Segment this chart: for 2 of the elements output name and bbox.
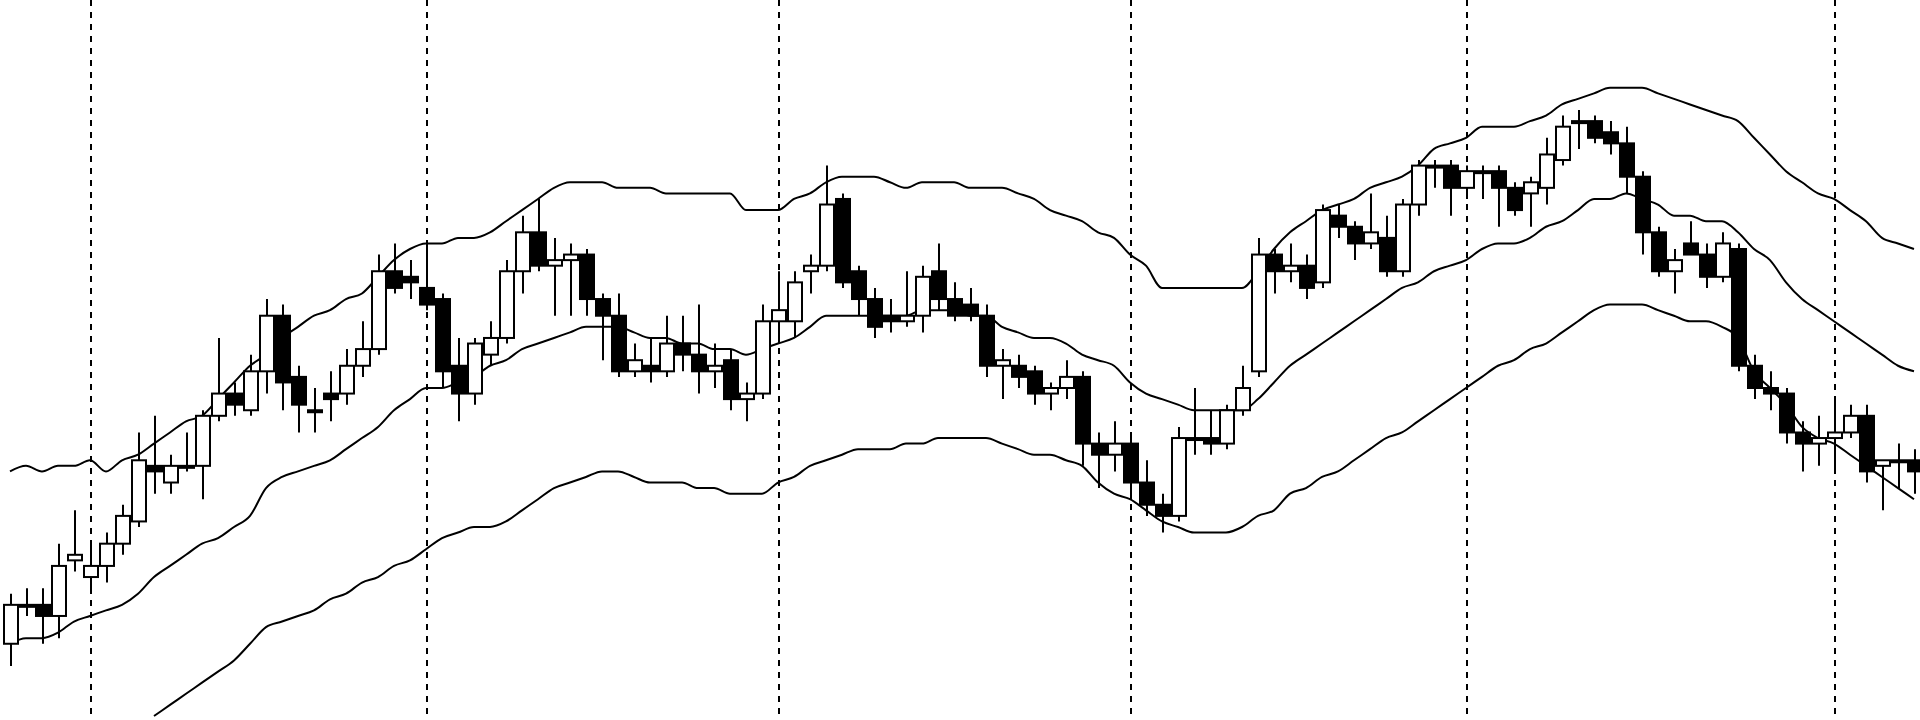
candlestick xyxy=(67,509,83,573)
candlestick xyxy=(307,387,323,434)
